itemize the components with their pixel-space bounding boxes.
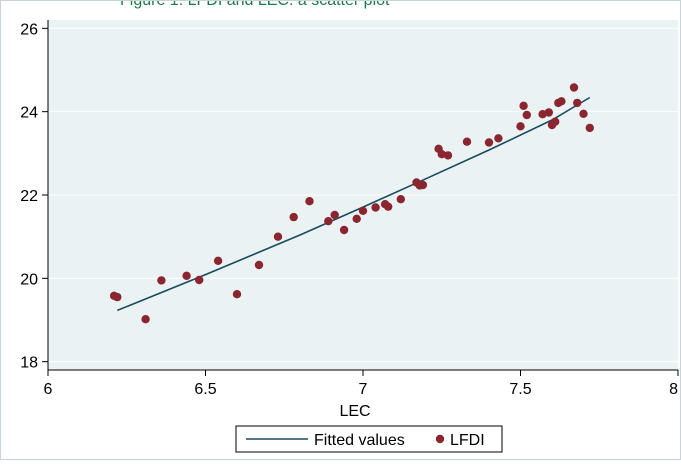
legend-fitted-values-label: Fitted values [314,432,405,449]
y-tick-label: 24 [20,105,38,122]
lfdi-point [358,206,368,215]
top-caption-text: Figure 1: LFDI and LEC: a scatter plot [120,0,390,9]
legend-lfdi-label: LFDI [450,432,485,449]
lfdi-points-layer [109,83,594,324]
x-tick-label: 7.5 [509,381,531,398]
lfdi-point [544,108,553,117]
lfdi-point [585,123,594,133]
lfdi-point [557,97,566,106]
lfdi-point [551,117,560,126]
grid-lines [48,27,678,363]
x-tick-label: 6 [44,381,53,398]
y-tick-label: 22 [20,188,38,205]
lfdi-point [324,217,333,226]
fitted-values-line-layer [116,96,591,312]
lfdi-point [396,195,405,204]
lfdi-point [579,109,588,119]
lfdi-point [443,151,453,160]
lfdi-point [232,290,242,299]
lfdi-point [516,122,525,131]
lfdi-point [195,275,204,285]
legend: Fitted values LFDI [235,425,503,453]
lfdi-point [494,134,503,143]
y-tick-label: 18 [20,355,38,372]
lfdi-point [330,210,339,220]
lfdi-point [371,203,380,212]
lfdi-point [339,225,349,235]
lfdi-point [254,260,264,270]
top-caption-layer: Figure 1: LFDI and LEC: a scatter plot [120,0,390,9]
lfdi-point [573,98,582,108]
legend-lfdi-swatch [435,434,445,444]
lfdi-point [289,212,298,222]
lfdi-point [418,180,428,190]
lfdi-point [484,138,494,147]
lfdi-point [157,276,166,285]
lfdi-point [141,315,150,324]
y-tick-label: 26 [20,21,38,38]
lfdi-point [352,214,361,223]
lfdi-point [182,271,191,280]
x-tick-label: 7 [359,381,368,398]
lfdi-point [113,292,122,302]
axes: 18 20 22 24 26 6 6.5 7 7.5 8 LEC [20,20,679,420]
y-tick-label: 20 [20,271,38,288]
lfdi-point [569,83,579,92]
fitted-values-line [116,96,591,312]
lfdi-point [213,256,223,265]
lfdi-point [384,202,393,211]
lfdi-point [522,110,531,120]
lfdi-point [305,197,314,206]
lfdi-point [273,232,283,241]
x-axis-label: LEC [339,403,370,420]
lfdi-point [519,101,528,111]
lfdi-point [462,137,472,146]
x-tick-label: 8 [669,381,678,398]
x-tick-label: 6.5 [194,381,216,398]
